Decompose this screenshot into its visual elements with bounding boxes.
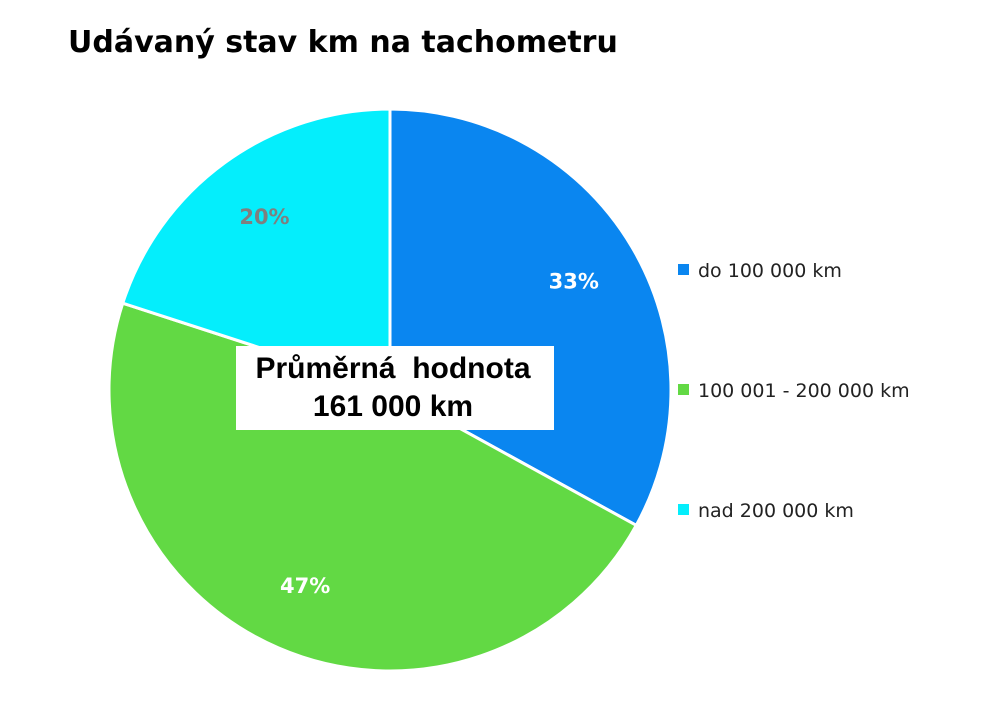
average-value-box: Průměrná hodnota 161 000 km <box>236 346 554 430</box>
legend-swatch <box>678 264 689 275</box>
legend-label: 100 001 - 200 000 km <box>698 380 910 402</box>
average-value-label: Průměrná hodnota <box>255 352 530 385</box>
average-value-box-background <box>236 346 554 430</box>
pie-percent-label: 20% <box>239 205 289 229</box>
chart-legend: do 100 000 km 100 001 - 200 000 km nad 200… <box>678 260 910 522</box>
legend-label: nad 200 000 km <box>698 500 854 522</box>
chart-title: Udávaný stav km na tachometru <box>68 25 618 60</box>
pie-percent-labels: 33% 47% 20% <box>239 205 599 598</box>
pie-percent-label: 47% <box>280 574 330 598</box>
pie-percent-label: 33% <box>549 269 599 293</box>
legend-label: do 100 000 km <box>698 260 842 282</box>
average-value-number: 161 000 km <box>313 390 473 423</box>
legend-swatch <box>678 384 689 395</box>
pie-slice <box>120 107 392 393</box>
legend-swatch <box>678 504 689 515</box>
